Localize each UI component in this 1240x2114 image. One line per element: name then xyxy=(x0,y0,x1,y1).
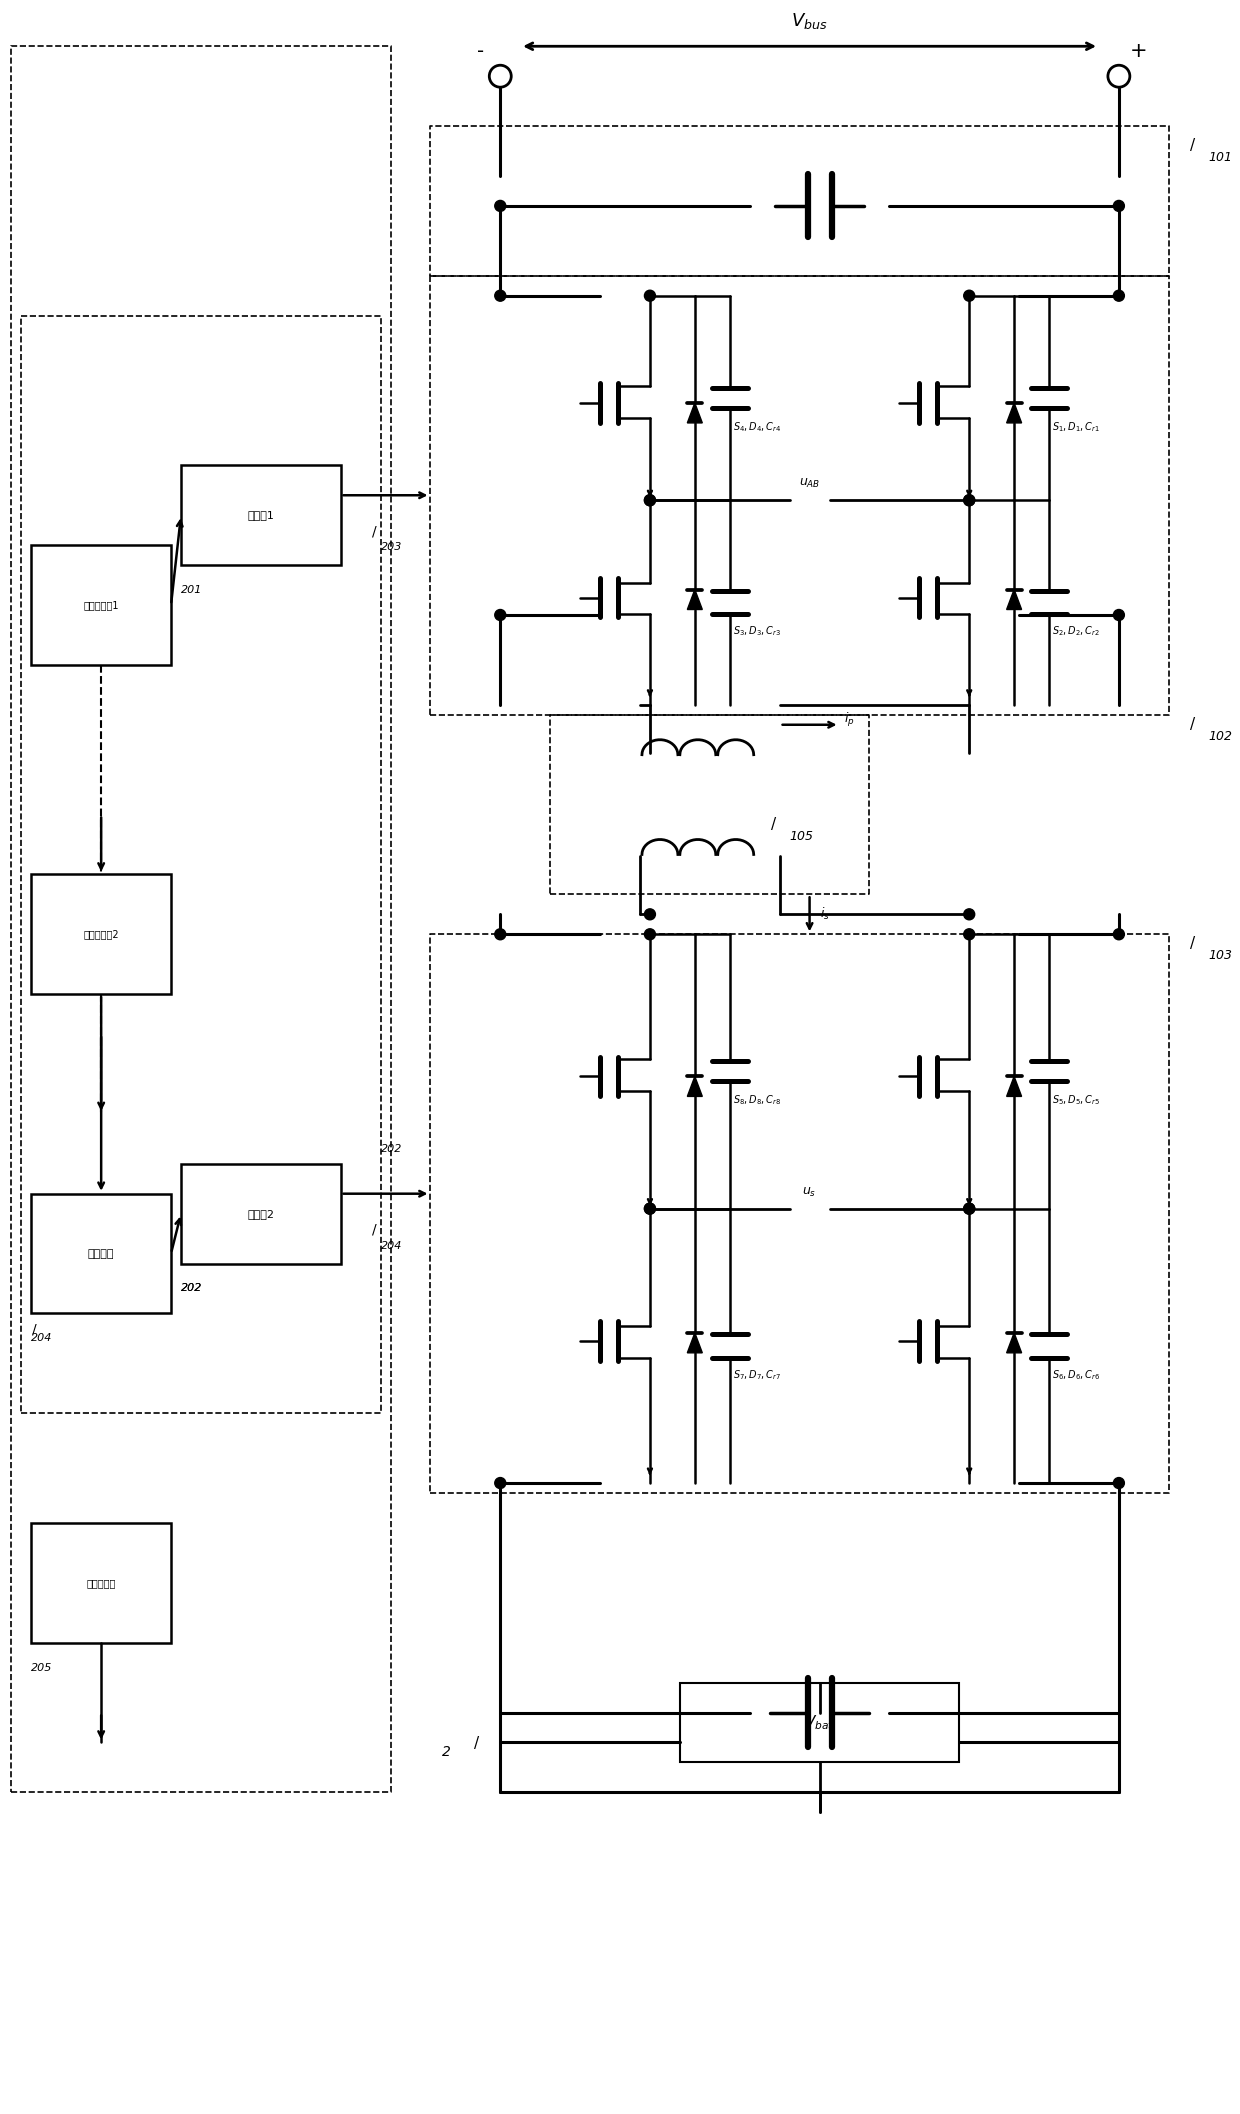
Text: 204: 204 xyxy=(31,1334,52,1342)
Polygon shape xyxy=(687,404,702,423)
Text: $S_5,D_5,C_{r5}$: $S_5,D_5,C_{r5}$ xyxy=(1052,1093,1100,1108)
Circle shape xyxy=(963,1203,975,1213)
Bar xyxy=(11,47,391,1793)
Text: $i_s$: $i_s$ xyxy=(820,907,830,922)
Text: $S_4,D_4,C_{r4}$: $S_4,D_4,C_{r4}$ xyxy=(733,421,781,433)
Text: 无线控制器1: 无线控制器1 xyxy=(83,600,119,611)
Text: 205: 205 xyxy=(31,1662,52,1672)
Circle shape xyxy=(495,290,506,300)
Polygon shape xyxy=(1007,1076,1022,1097)
Text: $/$: $/$ xyxy=(1189,135,1195,152)
Text: $/$: $/$ xyxy=(371,1222,377,1237)
Text: $S_8,D_8,C_{r8}$: $S_8,D_8,C_{r8}$ xyxy=(733,1093,781,1108)
Text: 驱动器1: 驱动器1 xyxy=(247,509,274,520)
Text: $S_3,D_3,C_{r3}$: $S_3,D_3,C_{r3}$ xyxy=(733,624,781,638)
Bar xyxy=(181,465,341,564)
Text: +: + xyxy=(1130,42,1148,61)
Text: $/$: $/$ xyxy=(31,1321,38,1336)
Bar xyxy=(31,1522,171,1643)
Text: $V_{bus}$: $V_{bus}$ xyxy=(791,11,828,32)
Bar xyxy=(181,1165,341,1264)
Polygon shape xyxy=(1007,1334,1022,1353)
Text: $/$: $/$ xyxy=(1189,934,1195,951)
Circle shape xyxy=(1114,290,1125,300)
Text: 105: 105 xyxy=(790,829,813,843)
Text: 宽范围整流: 宽范围整流 xyxy=(87,1577,115,1588)
Circle shape xyxy=(495,928,506,941)
Text: $u_{AB}$: $u_{AB}$ xyxy=(799,478,821,490)
Circle shape xyxy=(495,201,506,211)
Circle shape xyxy=(645,1203,656,1213)
Text: 203: 203 xyxy=(381,541,402,552)
Text: $S_1,D_1,C_{r1}$: $S_1,D_1,C_{r1}$ xyxy=(1052,421,1100,433)
Bar xyxy=(430,275,1169,715)
Circle shape xyxy=(645,1203,656,1213)
Circle shape xyxy=(1114,201,1125,211)
Text: 201: 201 xyxy=(181,586,202,594)
Text: $/$: $/$ xyxy=(371,524,377,539)
Text: 无线控制器2: 无线控制器2 xyxy=(83,930,119,939)
Text: $V_{bat}$: $V_{bat}$ xyxy=(805,1712,835,1731)
Circle shape xyxy=(645,495,656,505)
Text: $/$: $/$ xyxy=(1189,715,1195,731)
Text: 102: 102 xyxy=(1209,729,1233,742)
Text: $S_7,D_7,C_{r7}$: $S_7,D_7,C_{r7}$ xyxy=(733,1368,781,1383)
Bar xyxy=(31,545,171,666)
Bar xyxy=(21,315,381,1412)
Polygon shape xyxy=(1007,590,1022,609)
Circle shape xyxy=(645,928,656,941)
Circle shape xyxy=(1114,928,1125,941)
Circle shape xyxy=(963,495,975,505)
Text: $S_6,D_6,C_{r6}$: $S_6,D_6,C_{r6}$ xyxy=(1052,1368,1101,1383)
Text: $S_2,D_2,C_{r2}$: $S_2,D_2,C_{r2}$ xyxy=(1052,624,1100,638)
Text: $/$: $/$ xyxy=(770,814,776,831)
Circle shape xyxy=(963,909,975,920)
Bar xyxy=(680,1683,960,1763)
Polygon shape xyxy=(687,1076,702,1097)
Circle shape xyxy=(645,495,656,505)
Bar xyxy=(31,1194,171,1313)
Text: 驱动器2: 驱动器2 xyxy=(247,1209,274,1218)
Circle shape xyxy=(495,1478,506,1488)
Circle shape xyxy=(1114,609,1125,622)
Circle shape xyxy=(963,290,975,300)
Text: $i_p$: $i_p$ xyxy=(844,710,856,729)
Circle shape xyxy=(495,609,506,622)
Circle shape xyxy=(963,495,975,505)
Text: 2: 2 xyxy=(441,1746,450,1759)
Circle shape xyxy=(645,909,656,920)
Text: 202: 202 xyxy=(181,1283,202,1294)
Circle shape xyxy=(645,290,656,300)
Text: $/$: $/$ xyxy=(474,1733,480,1750)
Text: 103: 103 xyxy=(1209,949,1233,962)
Text: -: - xyxy=(476,42,484,61)
Text: 101: 101 xyxy=(1209,150,1233,165)
Text: 202: 202 xyxy=(181,1283,202,1294)
Polygon shape xyxy=(687,1334,702,1353)
Bar xyxy=(430,934,1169,1492)
Text: 204: 204 xyxy=(381,1241,402,1251)
Polygon shape xyxy=(687,590,702,609)
Text: $u_s$: $u_s$ xyxy=(802,1186,817,1199)
Polygon shape xyxy=(1007,404,1022,423)
Bar xyxy=(551,715,869,894)
Circle shape xyxy=(963,1203,975,1213)
Text: 移相控制: 移相控制 xyxy=(88,1249,114,1258)
Bar xyxy=(430,127,1169,275)
Text: 202: 202 xyxy=(381,1144,402,1154)
Circle shape xyxy=(963,928,975,941)
Bar xyxy=(31,875,171,994)
Circle shape xyxy=(1114,1478,1125,1488)
